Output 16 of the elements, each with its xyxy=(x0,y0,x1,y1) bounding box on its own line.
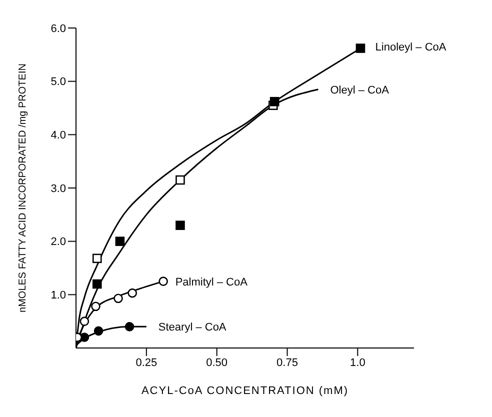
y-tick-label: 1.0 xyxy=(50,290,66,302)
y-tick-label: 2.0 xyxy=(50,236,66,248)
x-tick-label: 0.50 xyxy=(206,356,228,369)
x-tick-label: 0.25 xyxy=(136,356,158,369)
series-label: Stearyl – CoA xyxy=(158,322,227,334)
x-axis-title: ACYL-CoA CONCENTRATION (mM) xyxy=(141,385,349,397)
series-label: Linoleyl – CoA xyxy=(375,42,447,54)
y-tick-label: 4.0 xyxy=(50,130,66,142)
y-axis-title: nMOLES FATTY ACID INCORPORATED /mg PROTEIN xyxy=(18,64,29,312)
x-tick-label: 1.0 xyxy=(350,356,366,369)
series-label: Oleyl – CoA xyxy=(330,84,390,96)
y-tick-label: 5.0 xyxy=(50,76,66,88)
y-tick-label: 6.0 xyxy=(50,22,66,35)
y-tick-label: 3.0 xyxy=(50,182,66,195)
x-tick-label: 0.75 xyxy=(276,356,298,369)
series-label: Palmityl – CoA xyxy=(175,276,248,288)
